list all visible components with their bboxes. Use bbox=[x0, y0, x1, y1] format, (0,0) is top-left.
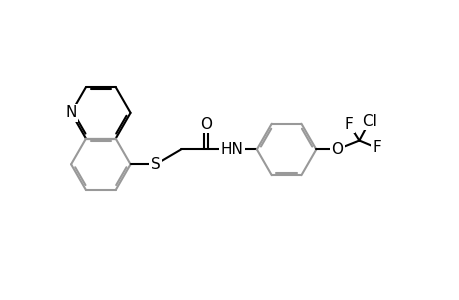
Text: F: F bbox=[344, 117, 353, 132]
Text: F: F bbox=[372, 140, 381, 155]
Text: S: S bbox=[151, 157, 160, 172]
Text: N: N bbox=[65, 105, 77, 120]
Text: Cl: Cl bbox=[362, 114, 376, 129]
Text: O: O bbox=[330, 142, 342, 157]
Text: O: O bbox=[200, 117, 212, 132]
Text: HN: HN bbox=[220, 142, 242, 157]
